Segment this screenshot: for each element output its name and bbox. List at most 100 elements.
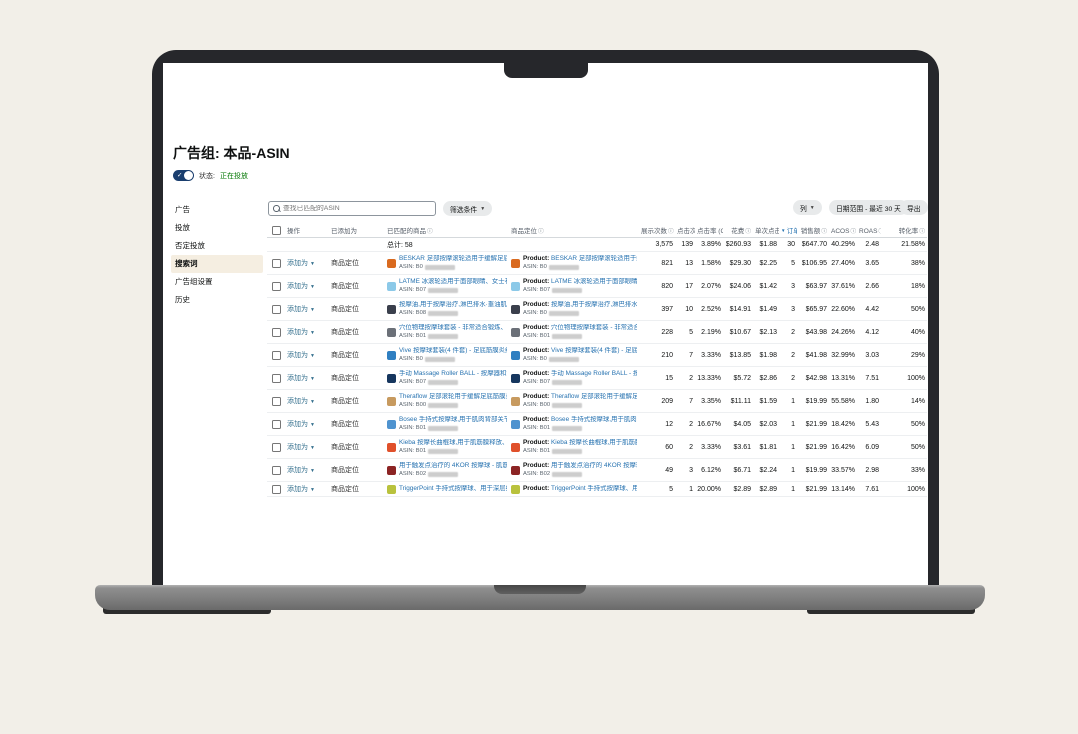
add-as-menu[interactable]: 添加为 ▼ <box>287 375 315 382</box>
product-title-link[interactable]: Product: 手动 Massage Roller BALL - 按摩器和..… <box>523 370 637 377</box>
sidebar-item-否定投放[interactable]: 否定投放 <box>175 241 205 250</box>
product-title-link[interactable]: Product: Bosee 手持式按摩球,用于肌肉背部关... <box>523 416 637 423</box>
row-checkbox[interactable] <box>271 258 281 268</box>
metric-value: 1 <box>791 397 795 405</box>
product-title-link[interactable]: Product: LATME 冰滚轮适用于面部眼睛、女士... <box>523 278 637 285</box>
row-checkbox[interactable] <box>271 225 281 235</box>
info-icon[interactable]: ⓘ <box>427 229 433 235</box>
metric-value: 397 <box>661 305 673 313</box>
product-title-link[interactable]: Product: Theraflow 足部滚轮用于缓解足底筋... <box>523 393 637 400</box>
product-title-link[interactable]: LATME 冰滚轮适用于面部眼睛、女士礼品、面... <box>399 278 507 285</box>
info-icon[interactable]: ⓘ <box>538 229 544 235</box>
product-title-link[interactable]: Product: 穴位物理按摩球套装 - 非常适合锻炼... <box>523 324 637 331</box>
product-title-link[interactable]: 穴位物理按摩球套装 - 非常适合锻炼、深层组织... <box>399 324 507 331</box>
product-title-link[interactable]: Product: Vive 按摩球套装(4 件套) - 足底筋膜... <box>523 347 637 354</box>
column-header-ACOS[interactable]: ACOSⓘ <box>831 227 857 235</box>
date-range-button[interactable]: 日期范围 - 最近 30 天 <box>829 200 908 215</box>
search-input[interactable] <box>283 205 431 212</box>
metric-value: 15 <box>665 374 673 382</box>
column-header[interactable]: 操作 <box>287 228 300 235</box>
add-as-menu[interactable]: 添加为 ▼ <box>287 421 315 428</box>
row-checkbox[interactable] <box>271 442 281 452</box>
product-target-cell: Product: 手动 Massage Roller BALL - 按摩器和..… <box>509 370 639 386</box>
add-as-menu[interactable]: 添加为 ▼ <box>287 398 315 405</box>
column-header-ROAS[interactable]: ROASⓘ <box>857 226 881 235</box>
metric-value: 5 <box>791 259 795 267</box>
filter-button[interactable]: 筛选条件 ▼ <box>443 201 493 216</box>
product-asin: ASIN: B07 <box>399 378 507 386</box>
product-asin: ASIN: B00 <box>523 401 637 409</box>
add-as-menu[interactable]: 添加为 ▼ <box>287 444 315 451</box>
column-header-点击率 (CTR)[interactable]: 点击率 (CTR)ⓘ <box>697 228 723 235</box>
product-text: Product: LATME 冰滚轮适用于面部眼睛、女士...ASIN: B07 <box>523 278 637 294</box>
row-checkbox[interactable] <box>271 419 281 429</box>
add-as-menu[interactable]: 添加为 ▼ <box>287 352 315 359</box>
columns-button[interactable]: 列 ▼ <box>793 200 822 215</box>
product-asin: ASIN: B01 <box>399 332 507 340</box>
column-header-展示次数[interactable]: 展示次数ⓘ <box>641 228 674 235</box>
column-header-销售额[interactable]: 销售额ⓘ <box>800 228 827 235</box>
add-as-menu[interactable]: 添加为 ▼ <box>287 306 315 313</box>
product-title-link[interactable]: 按摩油,用于按摩治疗,淋巴排水·重油肌点疼痛... <box>399 301 507 308</box>
column-header-点击次数[interactable]: 点击次数ⓘ <box>677 228 695 235</box>
column-header-订单[interactable]: ▼ 订单ⓘ <box>781 228 797 235</box>
info-icon[interactable]: ⓘ <box>850 228 857 235</box>
search-box[interactable] <box>268 201 436 216</box>
export-button[interactable]: 导出 <box>900 200 928 215</box>
table-row: 添加为 ▼ 商品定位 TriggerPoint 手持式按摩球、用于深层组织按摩↗ Pr… <box>267 482 927 497</box>
row-checkbox[interactable] <box>271 350 281 360</box>
product-title-link[interactable]: Vive 按摩球套装(4 件套) - 足底筋膜炎缓解足部... <box>399 347 507 354</box>
info-icon[interactable]: ⓘ <box>878 229 881 235</box>
product-title-link[interactable]: 用于触发点治疗的 4KOR 按摩球 - 肌筋膜释放球... <box>399 462 507 469</box>
row-checkbox[interactable] <box>271 281 281 291</box>
column-header[interactable]: 商品定位ⓘ <box>511 228 544 235</box>
info-icon[interactable]: ⓘ <box>821 229 827 235</box>
column-header-转化率[interactable]: 转化率ⓘ <box>898 228 925 235</box>
product-title-link[interactable]: Product: 用于触发点治疗的 4KOR 按摩球 - 肌... <box>523 462 637 469</box>
info-icon[interactable]: ⓘ <box>745 229 751 235</box>
add-as-menu[interactable]: 添加为 ▼ <box>287 467 315 474</box>
column-header-单次点击成本[interactable]: 单次点击成本ⓘ <box>755 228 779 235</box>
product-title-link[interactable]: TriggerPoint 手持式按摩球、用于深层组织按摩↗ <box>399 485 507 492</box>
row-checkbox[interactable] <box>271 304 281 314</box>
sidebar-item-广告[interactable]: 广告 <box>175 205 190 214</box>
row-checkbox[interactable] <box>271 484 281 494</box>
add-as-menu[interactable]: 添加为 ▼ <box>287 486 315 493</box>
matched-product-cell: Theraflow 足部滚轮用于缓解足底筋膜炎 | 男女...ASIN: B00 <box>385 393 509 409</box>
matched-product-cell: TriggerPoint 手持式按摩球、用于深层组织按摩↗ <box>385 484 509 494</box>
product-title-link[interactable]: Product: TriggerPoint 手持式按摩球、用于深... <box>523 485 637 492</box>
metric-value: 3.65 <box>865 259 879 267</box>
metric-value: $43.98 <box>805 328 827 336</box>
row-checkbox[interactable] <box>271 373 281 383</box>
product-title-link[interactable]: Product: BESKAR 足部按摩滚轮适用于缓解足... <box>523 255 637 262</box>
row-checkbox[interactable] <box>271 465 281 475</box>
add-as-menu[interactable]: 添加为 ▼ <box>287 283 315 290</box>
product-title-link[interactable]: Bosee 手持式按摩球,用于肌肉背部关节足部肩部... <box>399 416 507 423</box>
info-icon[interactable]: ⓘ <box>919 229 925 235</box>
status-toggle[interactable]: ✓ <box>173 170 194 181</box>
row-checkbox[interactable] <box>271 327 281 337</box>
add-as-menu[interactable]: 添加为 ▼ <box>287 260 315 267</box>
chevron-down-icon: ▼ <box>309 284 315 290</box>
product-title-link[interactable]: Kieba 按摩长曲棍球,用于肌筋膜释放、触发点治... <box>399 439 507 446</box>
info-icon[interactable]: ⓘ <box>668 229 674 235</box>
metric-value: 60 <box>665 443 673 451</box>
column-header[interactable]: 已匹配的商品ⓘ <box>387 228 433 235</box>
matched-product-cell: 穴位物理按摩球套装 - 非常适合锻炼、深层组织...ASIN: B01 <box>385 324 509 340</box>
product-title-link[interactable]: Theraflow 足部滚轮用于缓解足底筋膜炎 | 男女... <box>399 393 507 400</box>
column-header[interactable]: 已添加为 <box>331 228 357 235</box>
sidebar-item-广告组设置[interactable]: 广告组设置 <box>175 277 213 286</box>
sidebar-item-投放[interactable]: 投放 <box>175 223 190 232</box>
asin-redacted <box>428 333 459 339</box>
sidebar-item-历史[interactable]: 历史 <box>175 295 190 304</box>
product-title-link[interactable]: 手动 Massage Roller BALL - 按摩器和治疗工具... <box>399 370 507 377</box>
row-checkbox[interactable] <box>271 396 281 406</box>
product-title-link[interactable]: Product: 按摩油,用于按摩治疗,淋巴排水·重油... <box>523 301 637 308</box>
column-header-花费[interactable]: 花费ⓘ <box>731 228 751 235</box>
add-as-menu[interactable]: 添加为 ▼ <box>287 329 315 336</box>
product-title-link[interactable]: Product: Kieba 按摩长曲棍球,用于肌筋膜释放... <box>523 439 637 446</box>
product-title-link[interactable]: BESKAR 足部按摩滚轮适用于缓解足底筋膜炎,便... <box>399 255 507 262</box>
sidebar-item-搜索词[interactable]: 搜索词 <box>171 255 263 273</box>
